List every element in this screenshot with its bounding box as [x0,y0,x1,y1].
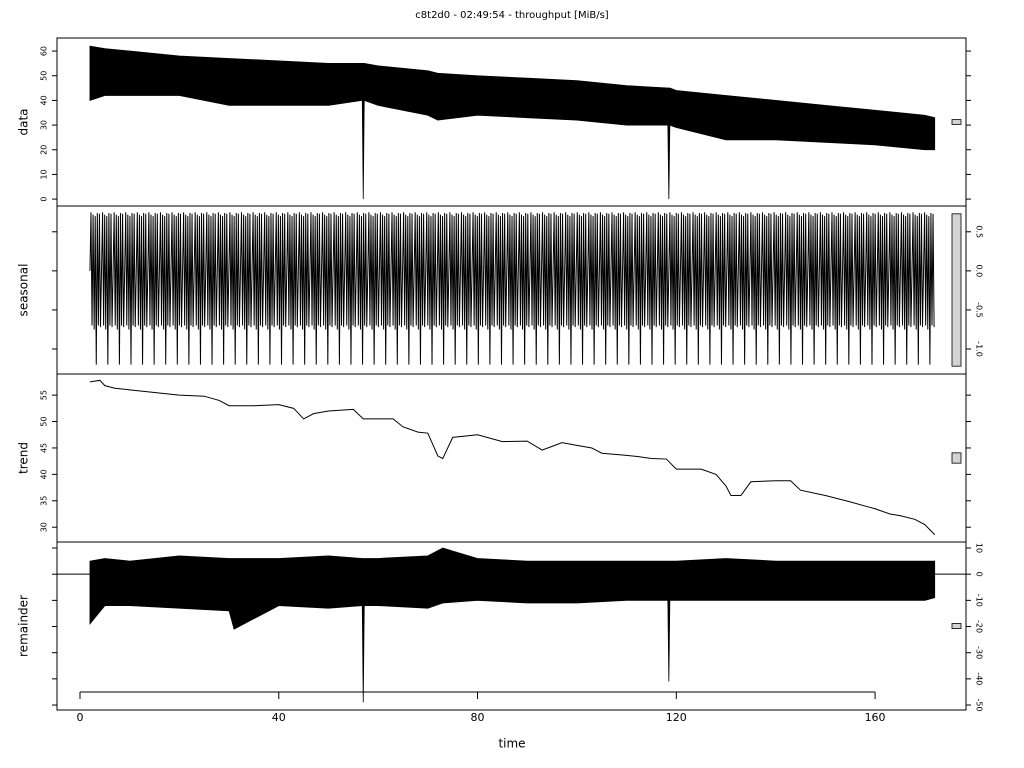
y-tick-label: 60 [40,46,49,56]
y-tick-label: -20 [975,620,984,633]
trend-line [89,379,936,535]
y-tick-label: 10 [975,543,984,553]
x-tick-label: 160 [865,711,886,724]
chart-title: c8t2d0 - 02:49:54 - throughput [MiB/s] [415,10,609,21]
y-tick-label: 10 [40,169,49,179]
x-tick-label: 80 [471,711,485,724]
y-axis-label: data [17,108,31,135]
y-tick-label: 0 [40,197,49,202]
y-tick-label: 55 [40,390,49,400]
panel-frame [56,373,967,543]
range-bar [951,213,962,367]
y-tick-label: 30 [40,120,49,130]
y-tick-label: 0.0 [975,264,984,277]
data-envelope [89,45,936,200]
data-envelope [89,547,936,703]
y-tick-label: 50 [40,71,49,81]
range-bar [951,119,962,125]
y-tick-label: -40 [975,672,984,685]
y-axis-label: trend [17,442,31,474]
y-tick-label: 40 [40,469,49,479]
y-tick-label: 0.5 [975,225,984,238]
y-tick-label: -30 [975,646,984,659]
y-tick-label: -1.0 [975,341,984,357]
range-bar [951,452,962,464]
y-tick-label: -0.5 [975,302,984,318]
x-tick-label: 0 [77,711,84,724]
y-tick-label: -50 [975,698,984,711]
x-tick-label: 40 [272,711,286,724]
range-bar [951,623,962,629]
seasonal-line [89,212,935,365]
y-tick-label: 45 [40,443,49,453]
panel-frame [56,541,967,711]
y-tick-label: 40 [40,95,49,105]
y-tick-label: 30 [40,522,49,532]
x-axis-label: time [498,737,525,751]
y-tick-label: -10 [975,594,984,607]
x-tick-label: 120 [666,711,687,724]
y-tick-label: 50 [40,416,49,426]
y-axis-label: remainder [17,595,31,657]
y-tick-label: 0 [975,572,984,577]
y-tick-label: 35 [40,496,49,506]
y-tick-label: 20 [40,145,49,155]
y-axis-label: seasonal [17,264,31,317]
